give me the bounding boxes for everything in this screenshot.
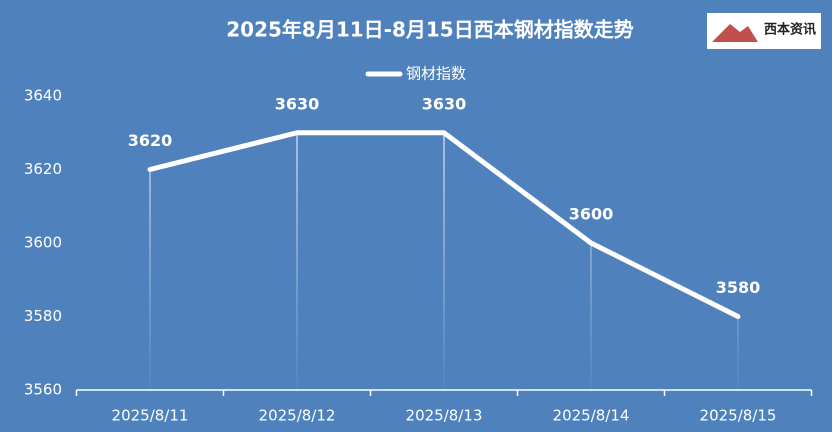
x-tick-label: 2025/8/15 (700, 407, 777, 425)
data-label: 3630 (422, 94, 467, 113)
logo-mark (712, 24, 758, 42)
y-tick-label: 3640 (24, 87, 62, 105)
data-label: 3620 (128, 131, 173, 150)
x-tick-label: 2025/8/11 (112, 407, 189, 425)
logo-text: 西本资讯 (764, 22, 816, 38)
y-tick-label: 3580 (24, 307, 62, 325)
x-tick-label: 2025/8/12 (259, 407, 336, 425)
logo: 西本资讯 (707, 13, 821, 49)
x-tick-label: 2025/8/13 (406, 407, 483, 425)
data-label: 3580 (716, 278, 761, 297)
y-tick-label: 3600 (24, 234, 62, 252)
legend-label: 钢材指数 (406, 65, 466, 83)
data-label: 3600 (569, 205, 614, 224)
y-tick-label: 3620 (24, 160, 62, 178)
y-tick-label: 3560 (24, 381, 62, 399)
series-line (147, 130, 741, 319)
data-label: 3630 (275, 94, 320, 113)
chart-title: 2025年8月11日-8月15日西本钢材指数走势 (226, 18, 633, 42)
x-tick-label: 2025/8/14 (553, 407, 630, 425)
